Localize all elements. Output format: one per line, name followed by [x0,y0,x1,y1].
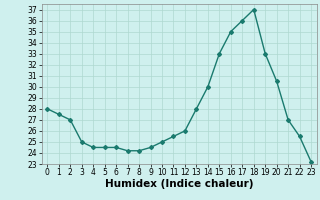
X-axis label: Humidex (Indice chaleur): Humidex (Indice chaleur) [105,179,253,189]
